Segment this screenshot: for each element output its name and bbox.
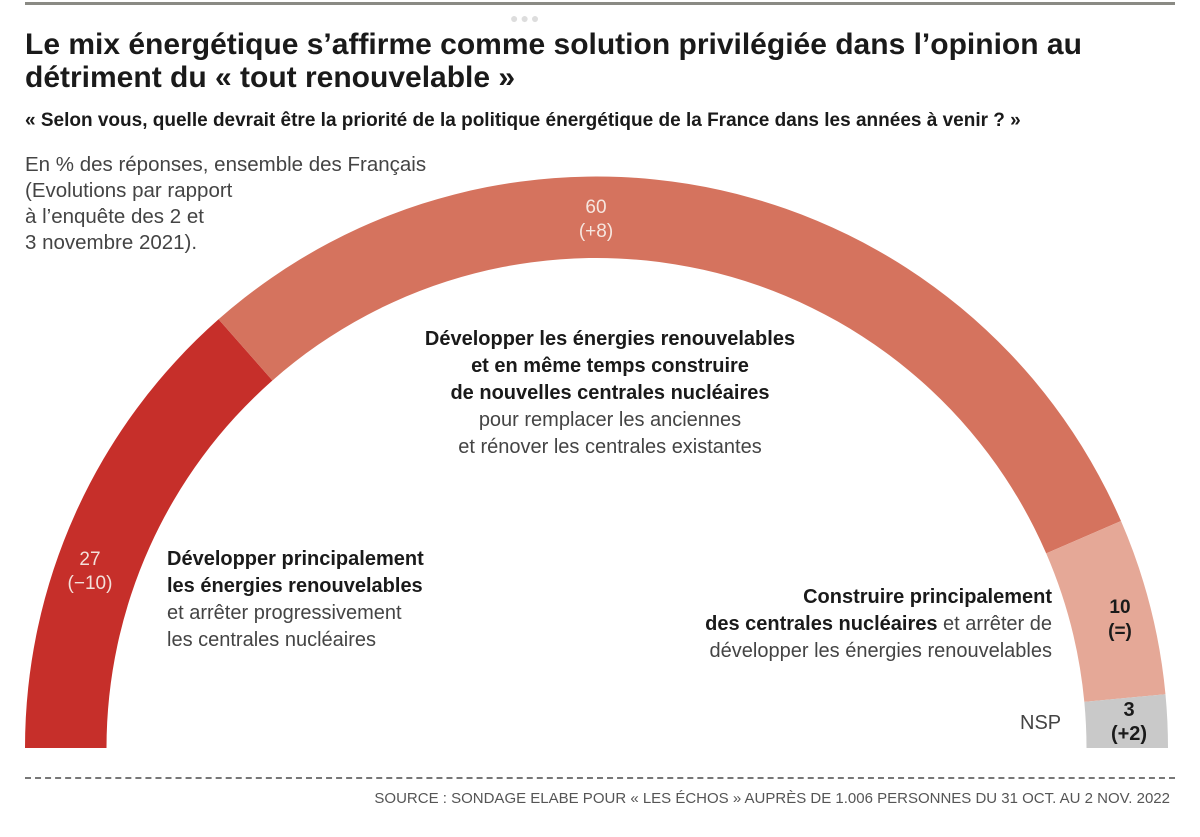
value: 60 (585, 197, 607, 218)
label-regular: NSP (1020, 712, 1062, 734)
label-regular: et rénover les centrales existantes (458, 436, 762, 458)
source-note: SOURCE : SONDAGE ELABE POUR « LES ÉCHOS … (374, 790, 1170, 807)
note-line: 3 novembre 2021). (25, 231, 198, 254)
note-line: En % des réponses, ensemble des Français (25, 153, 427, 176)
label-regular: et arrêter progressivement (167, 602, 402, 624)
segment-0 (25, 319, 273, 748)
label-bold: Développer principalement (167, 548, 424, 570)
segment-1 (218, 176, 1121, 554)
label-regular: et arrêter de (943, 613, 1052, 635)
label-bold: et en même temps construire (471, 355, 749, 377)
label-regular: développer les énergies renouvelables (709, 640, 1052, 662)
value: 10 (1109, 597, 1131, 618)
note-line: à l’enquête des 2 et (25, 205, 204, 228)
change: (=) (1108, 621, 1132, 642)
category-label-1: Développer les énergies renouvelables et… (330, 326, 890, 461)
value-label-2: 10 (=) (1090, 596, 1150, 644)
category-label-2: Construire principalement des centrales … (620, 584, 1052, 665)
drag-handle-icon: ●●● (510, 10, 542, 26)
value-label-1: 60 (+8) (556, 196, 636, 244)
change: (+8) (578, 221, 614, 242)
chart-title: Le mix énergétique s’affirme comme solut… (25, 28, 1082, 94)
value-label-0: 27 (−10) (50, 548, 130, 596)
label-bold: de nouvelles centrales nucléaires (450, 382, 770, 404)
label-bold: Construire principalement (803, 586, 1052, 608)
category-label-3: NSP (1020, 710, 1061, 737)
change: (−10) (67, 573, 113, 594)
label-bold: Développer les énergies renouvelables (424, 328, 796, 350)
divider (25, 777, 1175, 779)
chart-note: En % des réponses, ensemble des Français… (25, 152, 426, 256)
segment-2 (1046, 521, 1166, 702)
segment-3 (1084, 694, 1168, 748)
chart-subtitle: « Selon vous, quelle devrait être la pri… (25, 110, 1021, 131)
value: 27 (79, 549, 101, 570)
category-label-0: Développer principalement les énergies r… (167, 546, 424, 654)
value: 3 (1123, 699, 1135, 721)
label-bold: des centrales nucléaires (705, 613, 938, 635)
top-rule (25, 2, 1175, 5)
label-bold: les énergies renouvelables (167, 575, 423, 597)
label-regular: les centrales nucléaires (167, 629, 376, 651)
label-regular: pour remplacer les anciennes (478, 409, 742, 431)
note-line: (Evolutions par rapport (25, 179, 233, 202)
value-label-3: 3 (+2) (1094, 698, 1164, 746)
change: (+2) (1110, 723, 1148, 745)
